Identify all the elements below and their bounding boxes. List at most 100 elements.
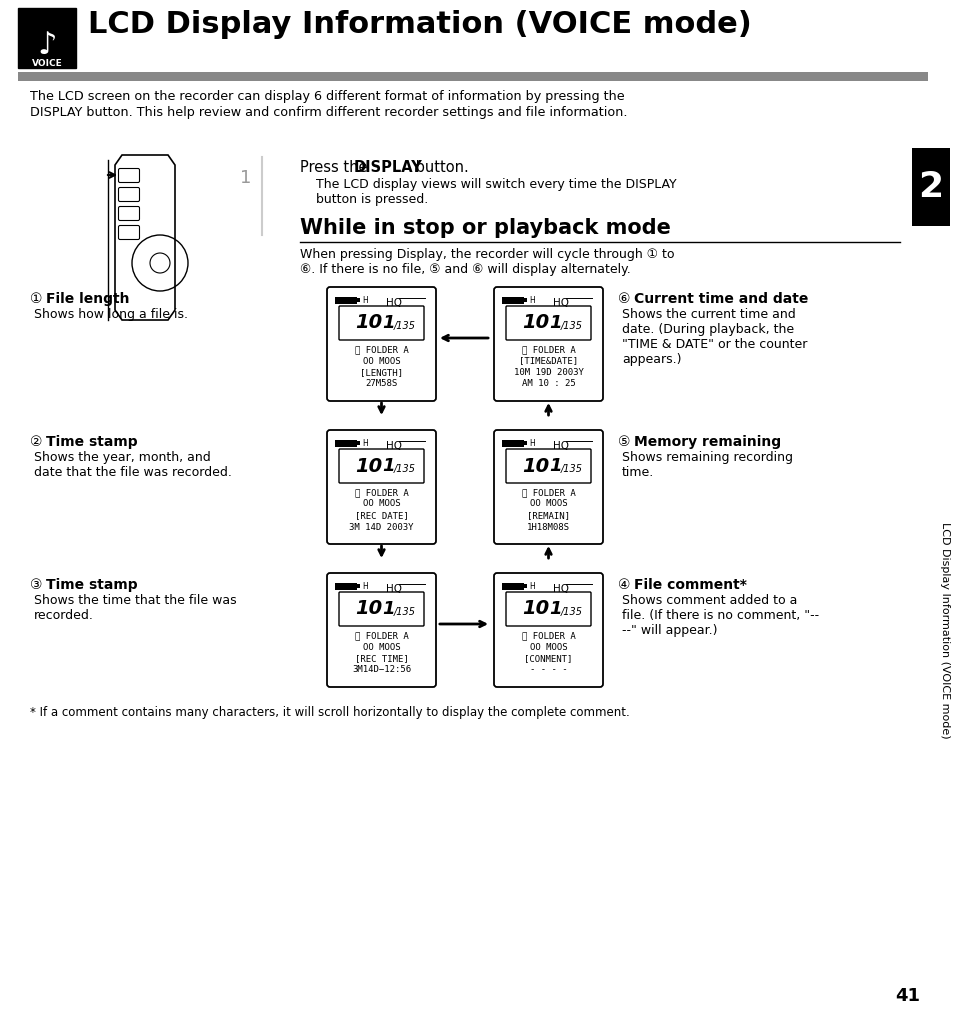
Text: Time stamp: Time stamp [46, 435, 137, 449]
Text: DISPLAY: DISPLAY [354, 160, 422, 175]
Text: - - - -: - - - - [529, 665, 567, 675]
Text: LCD Display Information (VOICE mode): LCD Display Information (VOICE mode) [939, 521, 949, 738]
Text: 3M14D−12:56: 3M14D−12:56 [352, 665, 411, 675]
Text: H: H [361, 439, 367, 448]
Text: [LENGTH]: [LENGTH] [359, 368, 402, 377]
FancyBboxPatch shape [118, 206, 139, 221]
Text: DISPLAY button. This help review and confirm different recorder settings and fil: DISPLAY button. This help review and con… [30, 106, 627, 119]
FancyBboxPatch shape [494, 430, 602, 544]
Bar [356, 298, 359, 303]
Text: 41: 41 [894, 987, 919, 1005]
Text: 10: 10 [522, 314, 549, 332]
Text: ∡ FOLDER A: ∡ FOLDER A [521, 345, 575, 354]
Text: 1: 1 [240, 169, 251, 187]
Text: ∡ FOLDER A: ∡ FOLDER A [355, 487, 408, 497]
Bar [501, 583, 523, 590]
Text: 10: 10 [522, 600, 549, 618]
Text: /135: /135 [560, 321, 582, 331]
Text: The LCD screen on the recorder can display 6 different format of information by : The LCD screen on the recorder can displ… [30, 90, 624, 103]
FancyBboxPatch shape [327, 287, 436, 401]
Text: Shows remaining recording
time.: Shows remaining recording time. [621, 451, 792, 479]
Text: /135: /135 [560, 607, 582, 617]
Text: File length: File length [46, 292, 130, 306]
Text: AM 10 : 25: AM 10 : 25 [521, 379, 575, 388]
Text: Time stamp: Time stamp [46, 578, 137, 592]
Text: Current time and date: Current time and date [634, 292, 807, 306]
Bar [335, 583, 356, 590]
Text: File comment*: File comment* [634, 578, 746, 592]
Text: Shows the time that the file was
recorded.: Shows the time that the file was recorde… [34, 594, 236, 622]
Text: OO MOOS: OO MOOS [529, 643, 567, 651]
Bar [911, 148, 949, 226]
Text: 27M58S: 27M58S [365, 379, 397, 388]
Bar [335, 440, 356, 447]
Text: When pressing Display, the recorder will cycle through ① to: When pressing Display, the recorder will… [299, 248, 674, 261]
Text: Shows how long a file is.: Shows how long a file is. [34, 308, 188, 321]
Text: 10M 19D 2003Y: 10M 19D 2003Y [513, 368, 583, 377]
Text: 10: 10 [522, 457, 549, 475]
Text: ①: ① [30, 292, 43, 306]
Text: [TIME&DATE]: [TIME&DATE] [518, 357, 578, 366]
Bar [18, 72, 927, 81]
FancyBboxPatch shape [118, 169, 139, 183]
Text: button.: button. [411, 160, 468, 175]
Text: ⑥. If there is no file, ⑤ and ⑥ will display alternately.: ⑥. If there is no file, ⑤ and ⑥ will dis… [299, 263, 630, 276]
Text: 10: 10 [355, 457, 382, 475]
Text: 1: 1 [381, 600, 394, 618]
PathPatch shape [115, 155, 174, 320]
Text: OO MOOS: OO MOOS [529, 500, 567, 509]
Text: /135: /135 [394, 321, 416, 331]
Text: HQ: HQ [386, 584, 402, 594]
FancyBboxPatch shape [118, 226, 139, 239]
FancyBboxPatch shape [327, 573, 436, 687]
Text: /135: /135 [394, 464, 416, 474]
Text: ∡ FOLDER A: ∡ FOLDER A [355, 345, 408, 354]
Text: ③: ③ [30, 578, 43, 592]
Text: 1H18M08S: 1H18M08S [526, 522, 569, 531]
FancyBboxPatch shape [338, 449, 423, 483]
Text: [REC DATE]: [REC DATE] [355, 511, 408, 520]
Text: ②: ② [30, 435, 43, 449]
Bar [523, 298, 526, 303]
Bar [501, 297, 523, 304]
FancyBboxPatch shape [118, 187, 139, 201]
Bar [356, 442, 359, 446]
Text: LCD Display Information (VOICE mode): LCD Display Information (VOICE mode) [88, 10, 751, 39]
Text: /135: /135 [560, 464, 582, 474]
Text: The LCD display views will switch every time the DISPLAY: The LCD display views will switch every … [315, 178, 676, 191]
Text: Shows the year, month, and
date that the file was recorded.: Shows the year, month, and date that the… [34, 451, 232, 479]
Text: ∡ FOLDER A: ∡ FOLDER A [521, 487, 575, 497]
FancyBboxPatch shape [18, 8, 76, 68]
Text: H: H [529, 296, 535, 305]
Text: HQ: HQ [553, 584, 569, 594]
Text: OO MOOS: OO MOOS [362, 500, 400, 509]
FancyBboxPatch shape [338, 306, 423, 340]
Text: 1: 1 [548, 314, 560, 332]
Text: /135: /135 [394, 607, 416, 617]
FancyBboxPatch shape [494, 287, 602, 401]
Bar [356, 585, 359, 589]
Text: [REMAIN]: [REMAIN] [526, 511, 569, 520]
Bar [523, 442, 526, 446]
Bar [523, 585, 526, 589]
Text: HQ: HQ [386, 442, 402, 451]
Text: HQ: HQ [553, 298, 569, 308]
Bar [501, 440, 523, 447]
Text: 3M 14D 2003Y: 3M 14D 2003Y [349, 522, 414, 531]
Text: VOICE: VOICE [31, 59, 62, 68]
Text: HQ: HQ [386, 298, 402, 308]
Text: button is pressed.: button is pressed. [315, 193, 428, 206]
Text: [CONMENT]: [CONMENT] [524, 654, 572, 663]
Text: ④: ④ [618, 578, 630, 592]
Text: 1: 1 [381, 457, 394, 475]
Text: 1: 1 [548, 600, 560, 618]
Text: While in stop or playback mode: While in stop or playback mode [299, 218, 670, 238]
Text: ⑥: ⑥ [618, 292, 630, 306]
Text: Shows comment added to a
file. (If there is no comment, "--
--" will appear.): Shows comment added to a file. (If there… [621, 594, 819, 637]
Text: Memory remaining: Memory remaining [634, 435, 781, 449]
FancyBboxPatch shape [494, 573, 602, 687]
Bar [335, 297, 356, 304]
FancyBboxPatch shape [338, 592, 423, 626]
FancyBboxPatch shape [505, 592, 590, 626]
FancyBboxPatch shape [327, 430, 436, 544]
